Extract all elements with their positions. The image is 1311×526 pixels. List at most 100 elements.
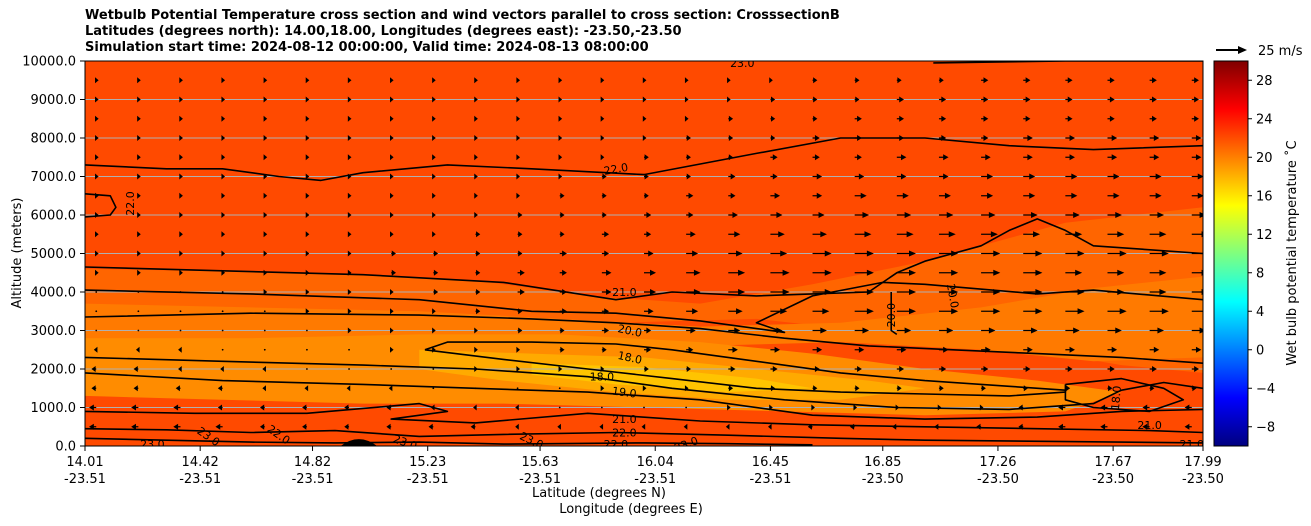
wind-vector-head [599, 423, 604, 430]
wind-vector-head [814, 154, 820, 161]
wind-vector-head [221, 192, 226, 199]
wind-vector-head [179, 269, 183, 276]
wind-vector-head [1119, 308, 1127, 315]
wind-vector-head [347, 135, 352, 141]
wind-vector-head [389, 77, 394, 84]
wind-vector-head [727, 404, 731, 411]
wind-vector-head [476, 269, 481, 276]
wind-vector-head [179, 115, 183, 122]
wind-vector-head [866, 308, 874, 315]
wind-vector [306, 348, 308, 351]
wind-vector-head [1073, 212, 1080, 218]
contour-label: 22.0 [604, 438, 629, 451]
wind-vector-head [684, 115, 689, 122]
wind-vector-head [641, 423, 646, 430]
y-tick-label: 8000.0 [31, 132, 77, 147]
wind-vector-head [95, 250, 99, 257]
wind-vector-head [981, 385, 986, 392]
wind-vector-head [728, 385, 734, 392]
wind-vector-head [604, 250, 610, 257]
wind-vector-head [1119, 250, 1127, 257]
wind-vector-head [305, 77, 310, 84]
wind-vector-head [778, 231, 785, 238]
wind-vector-head [473, 404, 477, 411]
wind-vector-head [305, 308, 310, 315]
wind-vector-head [432, 192, 436, 199]
contour-20.0 [85, 281, 1203, 334]
wind-vector-head [600, 96, 605, 103]
wind-vector-head [518, 231, 523, 238]
wind-vector-head [690, 231, 696, 238]
wind-vector [263, 348, 266, 351]
wind-vector-head [1109, 366, 1115, 372]
contour-label: 23.0 [140, 438, 165, 451]
wind-vector-head [1027, 135, 1033, 141]
wind-vector-head [347, 231, 352, 238]
wind-vector-head [772, 154, 778, 161]
wind-vector-head [135, 346, 140, 353]
wind-vector-head [391, 250, 396, 257]
wind-vector-head [646, 346, 652, 353]
wind-vector-head [780, 250, 788, 257]
wind-vector-head [683, 423, 688, 430]
wind-vector-head [558, 173, 563, 180]
wind-vector-head [772, 173, 778, 180]
wind-vector-head [137, 231, 141, 238]
wind-vector-head [1150, 385, 1155, 392]
wind-vector-head [1115, 212, 1122, 218]
wind-vector-head [816, 346, 823, 353]
wind-vector-head [560, 231, 565, 238]
wind-vector-head [818, 212, 825, 218]
wind-vector-head [474, 154, 478, 161]
wind-vector-head [650, 289, 656, 295]
wind-vector-head [1159, 289, 1167, 295]
wind-vector-head [909, 289, 917, 295]
wind-vector-head [347, 308, 352, 315]
wind-vector-head [347, 115, 352, 122]
wind-vector-head [642, 385, 647, 392]
wind-vector-head [474, 212, 478, 218]
wind-vector-head [941, 115, 947, 122]
wind-vector-head [690, 327, 696, 334]
wind-vector-head [899, 96, 905, 103]
x-tick-label-lon: -23.51 [634, 472, 676, 487]
wind-vector-head [1199, 327, 1203, 334]
wind-vector-head [432, 154, 436, 161]
wind-vector-head [516, 77, 520, 84]
wind-vector-head [305, 192, 310, 199]
wind-vector-head [137, 115, 141, 122]
wind-vector-head [1077, 308, 1085, 315]
wind-vector-head [1142, 423, 1148, 430]
wind-vector-head [600, 77, 605, 84]
wind-vector-head [1159, 231, 1167, 238]
wind-vector-head [943, 154, 949, 161]
wind-vector-head [734, 231, 741, 238]
wind-vector-head [173, 404, 179, 411]
wind-vector-head [558, 77, 563, 84]
wind-vector-head [730, 173, 736, 180]
wind-vector-head [855, 96, 860, 103]
wind-vector-head [432, 96, 436, 103]
wind-vector-head [347, 192, 352, 199]
wind-vector-head [516, 173, 520, 180]
wind-vector-head [983, 115, 989, 122]
wind-vector-head [855, 385, 860, 392]
colorbar-tick-label: 8 [1256, 266, 1264, 281]
colorbar-tick-label: −4 [1256, 382, 1275, 397]
wind-vector-head [820, 231, 827, 238]
wind-vector-head [993, 308, 1001, 315]
wind-vector-head [909, 269, 917, 276]
wind-vector-head [474, 135, 478, 141]
wind-vector-head [137, 135, 141, 141]
wind-vector-head [302, 404, 307, 411]
wind-vector-head [221, 77, 226, 84]
wind-vector [263, 329, 266, 332]
wind-vector-head [1195, 135, 1202, 141]
x-tick-label-lon: -23.51 [292, 472, 334, 487]
x-tick-label-lon: -23.51 [64, 472, 106, 487]
wind-vector-head [95, 231, 99, 238]
wind-vector-head [822, 308, 830, 315]
wind-vector-head [562, 250, 567, 257]
wind-vector-head [1117, 269, 1125, 276]
